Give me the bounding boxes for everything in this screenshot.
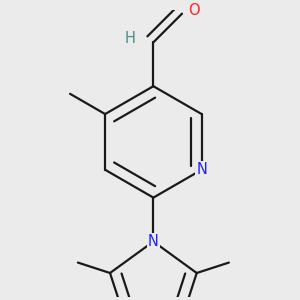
Text: O: O	[188, 3, 200, 18]
Text: N: N	[196, 162, 207, 177]
Text: H: H	[124, 32, 135, 46]
Text: N: N	[148, 234, 159, 249]
